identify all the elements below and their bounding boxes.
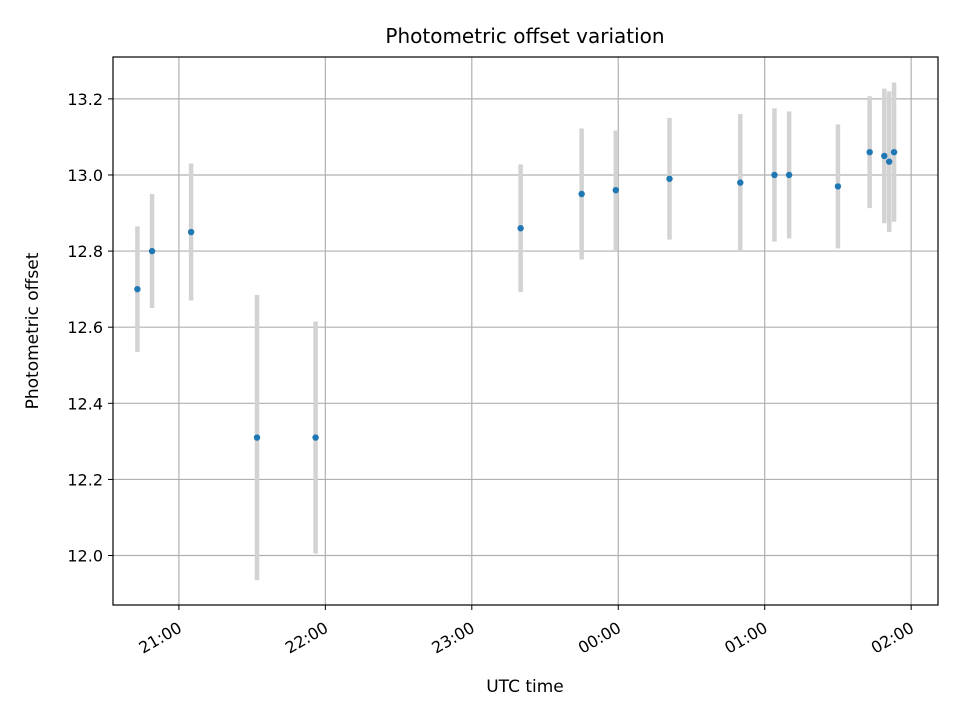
x-axis-label: UTC time — [486, 677, 564, 697]
data-point — [666, 175, 673, 182]
y-tick-label: 12.4 — [67, 394, 103, 413]
data-point — [312, 434, 319, 441]
data-point — [881, 152, 888, 160]
data-point — [771, 171, 778, 179]
grid — [113, 57, 938, 605]
data-point — [885, 158, 893, 165]
data-point — [253, 434, 261, 441]
data-point — [737, 179, 744, 186]
data-points — [134, 148, 898, 441]
y-tick-label: 12.6 — [67, 318, 103, 337]
data-point — [866, 148, 873, 156]
y-tick-label: 12.0 — [67, 547, 103, 566]
data-point — [890, 148, 898, 156]
y-tick-label: 12.8 — [67, 242, 103, 261]
y-tick-label: 13.2 — [67, 90, 103, 109]
chart-title: Photometric offset variation — [385, 24, 664, 48]
data-point — [187, 228, 195, 236]
data-point — [612, 186, 620, 194]
data-point — [834, 183, 842, 190]
y-tick-label: 12.2 — [67, 470, 103, 489]
data-point — [578, 190, 585, 198]
data-point — [517, 225, 524, 232]
plot-frame — [112, 56, 939, 606]
y-axis-label: Photometric offset — [23, 252, 43, 409]
data-point — [134, 285, 141, 293]
y-tick-label: 13.0 — [67, 166, 103, 185]
data-point — [785, 171, 793, 179]
data-point — [148, 247, 156, 255]
